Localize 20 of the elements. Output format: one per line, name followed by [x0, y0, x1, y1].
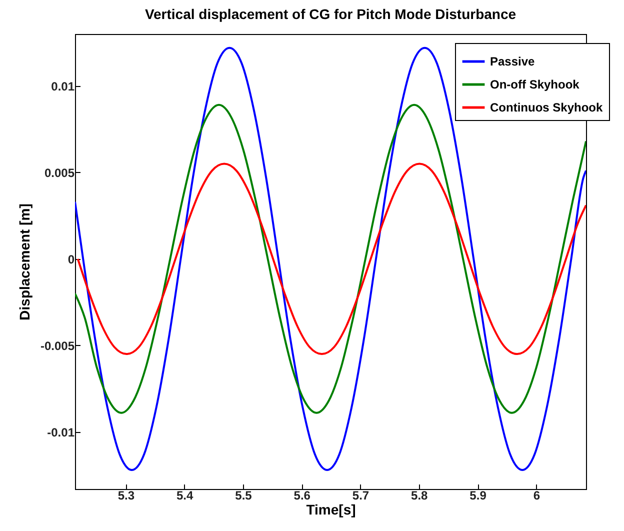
y-tick-label: -0.005 [40, 338, 75, 353]
y-tick-label: 0.005 [44, 166, 75, 180]
legend-label: On-off Skyhook [490, 78, 580, 92]
x-tick-label: 5.9 [470, 488, 487, 502]
x-tick-label: 5.7 [352, 488, 370, 502]
x-tick-label: 6 [533, 488, 540, 502]
y-tick-label: 0.01 [51, 79, 75, 94]
x-tick-label: 5.3 [118, 488, 135, 502]
y-axis-title: Displacement [m] [16, 204, 32, 320]
y-tick-label: -0.01 [47, 425, 75, 440]
y-tick-label: 0 [68, 252, 75, 266]
x-tick-label: 5.6 [294, 488, 311, 502]
legend-label: Continuos Skyhook [490, 100, 603, 114]
legend-label: Passive [490, 54, 536, 68]
x-tick-label: 5.4 [176, 488, 194, 502]
x-tick-label: 5.5 [235, 488, 252, 502]
x-tick-label: 5.8 [411, 488, 428, 502]
x-axis-title: Time[s] [306, 502, 356, 518]
chart-title: Vertical displacement of CG for Pitch Mode Disturbance [144, 6, 516, 22]
line-series [76, 162, 586, 356]
